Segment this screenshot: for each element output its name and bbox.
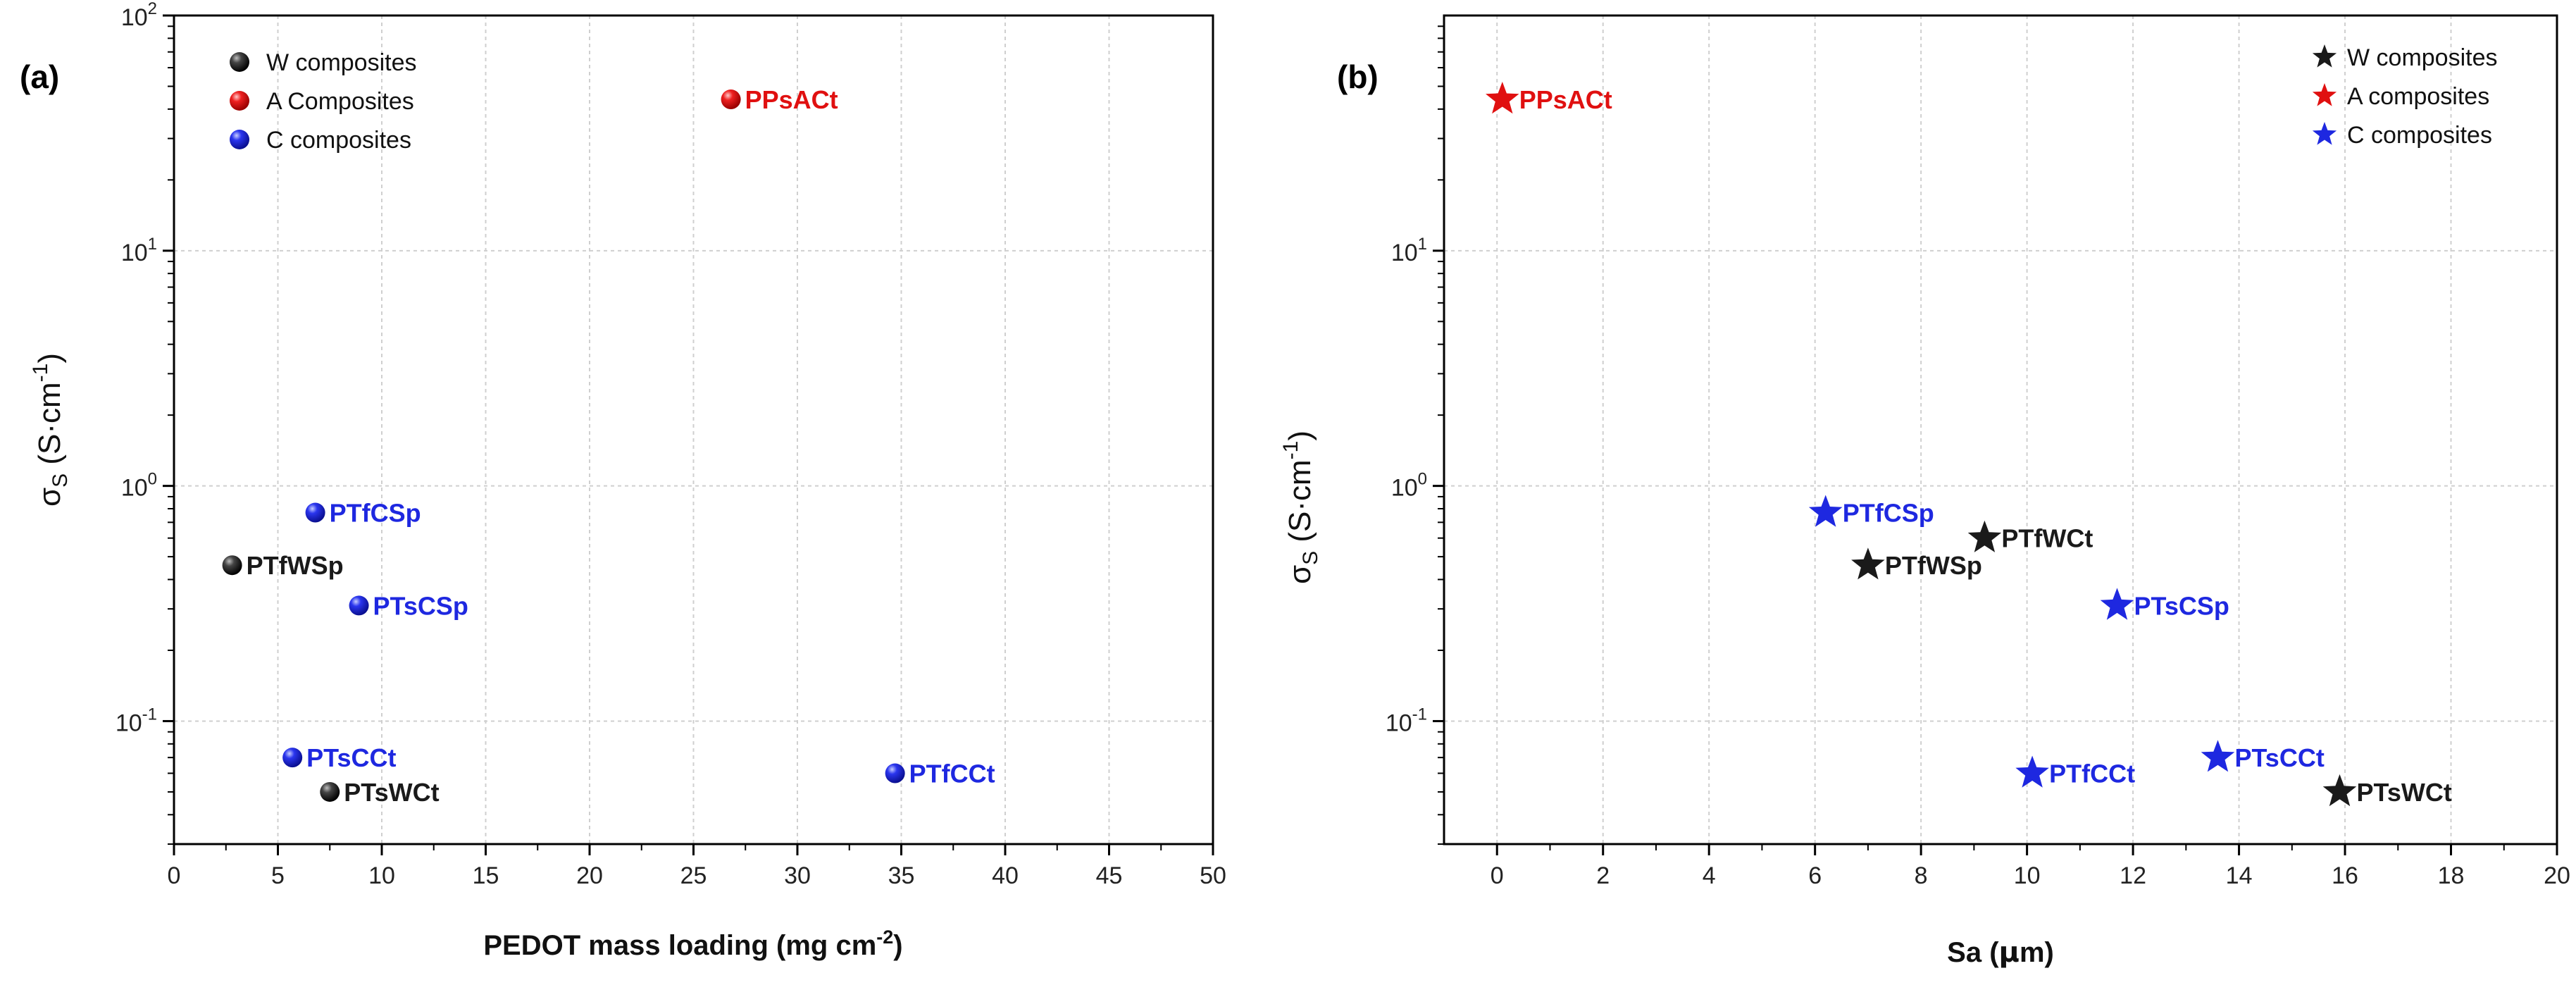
x-tick-label: 40: [992, 862, 1019, 889]
panel-a-legend: W composites A Composites C composites: [230, 49, 417, 154]
x-tick-label: 16: [2332, 862, 2358, 889]
data-point-PTfWCt: [1967, 520, 2002, 552]
point-label-PTfCCt: PTfCCt: [2049, 760, 2135, 788]
data-point-PTfWSp: [222, 555, 242, 576]
legend-label-w: W composites: [266, 49, 417, 76]
legend-label-a: A composites: [2347, 83, 2489, 110]
point-label-PTsWCt: PTsWCt: [344, 778, 439, 807]
x-tick-label: 14: [2226, 862, 2253, 889]
data-point-PTfWSp: [1851, 547, 1885, 580]
point-label-PTsCCt: PTsCCt: [2234, 743, 2324, 772]
panel-b-label: (b): [1337, 58, 1379, 95]
point-label-PTfCSp: PTfCSp: [330, 499, 421, 528]
legend-marker-a: [2312, 83, 2337, 106]
data-point-PTsWCt: [320, 781, 340, 802]
panel-b-legend: W composites A composites C composites: [2312, 44, 2498, 149]
panel-b-y-axis-label: σS (S·cm-1): [1279, 430, 1322, 584]
x-tick-label: 0: [1491, 862, 1504, 889]
legend-marker-a: [230, 91, 249, 111]
panel-a-y-axis-label: σS (S·cm-1): [29, 353, 72, 507]
panel-a-label: (a): [20, 58, 59, 95]
legend-marker-w: [230, 52, 249, 72]
data-point-PTfCSp: [1808, 495, 1843, 527]
point-label-PTfWCt: PTfWCt: [2001, 524, 2093, 553]
y-tick-label: 10-1: [116, 705, 157, 736]
data-point-PTsCCt: [282, 748, 303, 768]
legend-label-c: C composites: [2347, 122, 2492, 149]
legend-label-c: C composites: [266, 127, 411, 154]
x-tick-label: 10: [368, 862, 395, 889]
data-point-PTsCCt: [2201, 740, 2235, 772]
x-tick-label: 0: [168, 862, 181, 889]
point-label-PTsCSp: PTsCSp: [2134, 591, 2229, 620]
panel-b-chart: 0 2 4 6 8 10 12 14 16 18 20 10-1 100 101 (b) Sa (μm)…: [1279, 14, 2570, 969]
panel-a-x-axis-label: PEDOT mass loading (mg cm-2): [483, 927, 902, 961]
x-tick-label: 45: [1096, 862, 1123, 889]
panel-a-y-ticks: 10-1 100 101 102: [116, 0, 174, 845]
panel-b-y-ticks: 10-1 100 101: [1386, 25, 1444, 845]
panel-b-plot-frame: [1443, 14, 2558, 845]
data-point-PTsCSp: [2100, 588, 2134, 620]
point-label-PTfCSp: PTfCSp: [1843, 499, 1934, 528]
panel-a-data-points: PTfWSp PTsWCt PPsACt PTfCSp PTsCSp PTsCCt PTfC…: [222, 85, 995, 807]
point-label-PPsACt: PPsACt: [745, 85, 838, 114]
y-tick-label: 101: [121, 235, 157, 266]
x-tick-label: 4: [1703, 862, 1716, 889]
panel-b-data-points: PTfWCt PTfWSp PTsWCt PPsACt PTfCSp PTsCSp PTfC…: [1486, 82, 2452, 807]
legend-marker-c: [2312, 122, 2337, 145]
legend-marker-c: [230, 130, 249, 149]
y-tick-label: 100: [121, 470, 157, 502]
panel-b-x-axis-label: Sa (μm): [1947, 936, 2054, 969]
x-tick-label: 10: [2014, 862, 2041, 889]
point-label-PTfWSp: PTfWSp: [247, 551, 344, 580]
point-label-PPsACt: PPsACt: [1519, 85, 1612, 114]
data-point-PTfCCt: [885, 763, 905, 783]
data-point-PTfCCt: [2015, 755, 2049, 788]
x-tick-label: 8: [1915, 862, 1928, 889]
legend-label-a: A Composites: [266, 88, 414, 115]
data-point-PTsWCt: [2322, 774, 2357, 807]
y-tick-label: 100: [1391, 470, 1427, 502]
legend-label-w: W composites: [2347, 44, 2498, 71]
x-tick-label: 2: [1596, 862, 1610, 889]
y-tick-label: 10-1: [1386, 705, 1427, 736]
panel-a-x-ticks: 0 5 10 15 20 25 30 35 40 45 50: [168, 844, 1226, 889]
data-point-PTsCSp: [349, 595, 369, 616]
panel-a-chart: 0 5 10 15 20 25 30 35 40 45 50 10-1 100 101 102 (a) P…: [20, 0, 1226, 961]
legend-marker-w: [2312, 44, 2337, 68]
x-tick-label: 30: [784, 862, 811, 889]
data-point-PPsACt: [721, 89, 741, 110]
x-tick-label: 5: [271, 862, 285, 889]
x-tick-label: 18: [2438, 862, 2465, 889]
data-point-PTfCSp: [305, 502, 325, 523]
x-tick-label: 20: [576, 862, 603, 889]
y-tick-label: 101: [1391, 235, 1427, 266]
x-tick-label: 25: [680, 862, 707, 889]
x-tick-label: 12: [2120, 862, 2146, 889]
point-label-PTsCCt: PTsCCt: [306, 743, 396, 772]
point-label-PTfWSp: PTfWSp: [1885, 551, 1982, 580]
point-label-PTsWCt: PTsWCt: [2357, 778, 2452, 807]
point-label-PTfCCt: PTfCCt: [909, 760, 995, 788]
x-tick-label: 50: [1200, 862, 1226, 889]
point-label-PTsCSp: PTsCSp: [373, 591, 468, 620]
x-tick-label: 20: [2544, 862, 2570, 889]
x-tick-label: 6: [1808, 862, 1822, 889]
panel-b-x-ticks: 0 2 4 6 8 10 12 14 16 18 20: [1491, 844, 2570, 889]
data-point-PPsACt: [1486, 82, 1519, 114]
y-tick-label: 102: [121, 0, 157, 31]
x-tick-label: 15: [473, 862, 499, 889]
x-tick-label: 35: [888, 862, 915, 889]
